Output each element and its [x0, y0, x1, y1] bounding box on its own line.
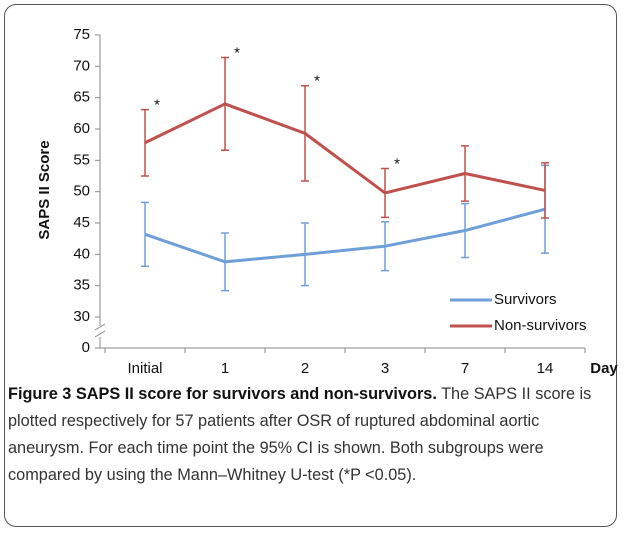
caption-title: Figure 3 SAPS II score for survivors and… [8, 385, 437, 403]
y-tick-label: 70 [73, 57, 90, 74]
chart: SAPS II Score Day 0 30 35 40 45 50 55 60 65 70 75 I… [36, 26, 618, 377]
x-axis-label: Day [590, 360, 618, 377]
significance-label: * [394, 155, 400, 172]
y-tick-label: 65 [73, 89, 90, 106]
frame [4, 4, 617, 527]
y-axis-label: SAPS II Score [36, 140, 53, 239]
y-tick-label: 75 [73, 26, 90, 43]
significance-label: * [314, 73, 320, 90]
series-line [144, 102, 546, 195]
y-tick-label: 60 [73, 120, 90, 137]
y-tick-label: 35 [73, 277, 90, 294]
y-tick-label: 55 [73, 151, 90, 168]
x-tick-label: 14 [537, 360, 554, 377]
significance-label: * [154, 97, 160, 114]
x-tick-label: 3 [381, 360, 389, 377]
y-tick-label: 50 [73, 183, 90, 200]
x-tick-label: 1 [221, 360, 229, 377]
y-tick-label: 30 [73, 308, 90, 325]
caption-text: The SAPS II score is plotted respectivel… [8, 385, 592, 484]
y-tick-label: 0 [82, 339, 90, 356]
x-tick-label: 2 [301, 360, 309, 377]
axis-break [94, 323, 106, 338]
legend-label: Survivors [494, 291, 557, 308]
x-tick-label: 7 [461, 360, 469, 377]
y-tick-label: 45 [73, 214, 90, 231]
significance-label: * [234, 45, 240, 62]
x-tick-label: Initial [127, 360, 162, 377]
caption: Figure 3 SAPS II score for survivors and… [8, 381, 613, 489]
error-bar [541, 162, 549, 219]
y-tick-label: 40 [73, 245, 90, 262]
series-line [144, 207, 546, 264]
legend-label: Non-survivors [494, 317, 587, 334]
